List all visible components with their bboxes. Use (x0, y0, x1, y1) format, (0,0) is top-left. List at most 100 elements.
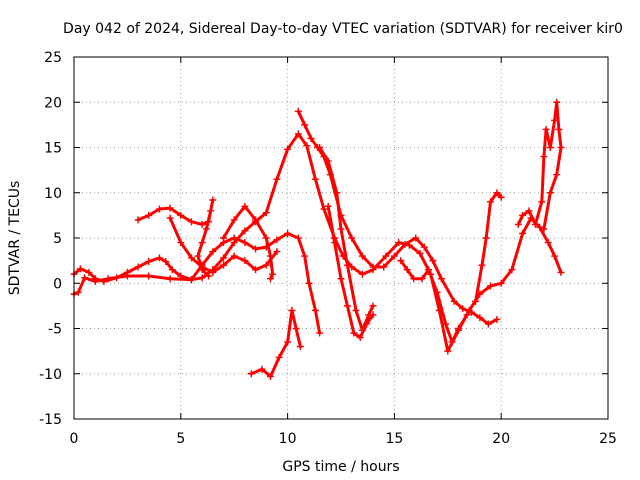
data-point (205, 272, 213, 280)
chart-title: Day 042 of 2024, Sidereal Day-to-day VTE… (63, 21, 623, 37)
data-point (273, 175, 281, 183)
data-point (412, 234, 420, 242)
data-point (337, 225, 345, 233)
data-point (301, 252, 309, 260)
data-point (519, 229, 527, 237)
data-point (123, 272, 131, 280)
y-tick-label: -5 (48, 322, 62, 338)
data-point (331, 239, 339, 247)
data-point (337, 275, 345, 283)
data-point (333, 189, 341, 197)
data-point (134, 263, 142, 271)
y-tick-labels: -15 -10 -5 0 5 10 15 20 25 (39, 50, 62, 428)
data-point (241, 257, 249, 265)
data-point (429, 257, 437, 265)
data-point (155, 254, 163, 262)
y-tick-label: 20 (44, 95, 62, 111)
data-point (395, 239, 403, 247)
data-point (198, 239, 206, 247)
data-point (288, 306, 296, 314)
data-point (145, 258, 153, 266)
data-point (397, 257, 405, 265)
data-point (343, 261, 351, 269)
data-point (187, 276, 195, 284)
data-point (91, 277, 99, 285)
data-point (320, 205, 328, 213)
grid-lines (74, 57, 608, 419)
data-point (497, 193, 505, 201)
data-point (540, 225, 548, 233)
data-point (220, 234, 228, 242)
data-point (324, 202, 332, 210)
data-point (557, 144, 565, 151)
x-tick-label: 20 (492, 431, 510, 447)
x-tick-label: 0 (70, 431, 79, 447)
data-point (525, 207, 533, 215)
data-point (444, 347, 452, 355)
data-point (369, 263, 377, 271)
data-point (296, 343, 304, 351)
data-point (81, 274, 89, 282)
data-point (187, 254, 195, 262)
data-point (252, 245, 260, 253)
data-point (555, 125, 563, 133)
data-point (487, 282, 495, 290)
data-point (352, 306, 360, 314)
data-point (450, 297, 458, 305)
data-point (478, 261, 486, 269)
y-tick-label: 0 (53, 276, 62, 292)
data-point (531, 220, 539, 228)
data-point (519, 211, 527, 219)
data-point (168, 266, 176, 274)
series-trace-6 (249, 308, 302, 378)
data-point (166, 214, 174, 222)
data-point (416, 249, 424, 257)
data-point (497, 279, 505, 287)
data-point (220, 261, 228, 269)
data-point (484, 320, 492, 328)
data-point (273, 248, 281, 256)
data-point (267, 252, 275, 260)
data-point (269, 270, 277, 278)
data-point (418, 275, 426, 283)
data-point (437, 275, 445, 283)
data-point (267, 372, 275, 380)
data-point (145, 211, 153, 219)
data-point (459, 305, 467, 313)
data-point (166, 275, 174, 283)
data-point (311, 175, 319, 183)
data-point (267, 275, 275, 283)
data-point (202, 225, 210, 233)
data-point (343, 302, 351, 310)
data-point (356, 334, 364, 342)
data-point (241, 239, 249, 247)
data-point (207, 207, 215, 215)
data-point (401, 240, 409, 248)
data-point (442, 320, 450, 328)
data-point (538, 198, 546, 206)
data-point (220, 254, 228, 262)
data-point (311, 306, 319, 314)
data-point (433, 288, 441, 296)
data-point (177, 211, 185, 219)
y-axis-label: SDTVAR / TECUs (7, 181, 23, 296)
data-point (230, 252, 238, 260)
data-point (487, 198, 495, 206)
data-point (410, 275, 418, 283)
data-point (536, 223, 544, 231)
data-point (448, 338, 456, 346)
data-point (198, 274, 206, 282)
data-point (258, 365, 266, 373)
data-point (252, 216, 260, 224)
data-point (275, 353, 283, 361)
data-point (241, 202, 249, 210)
data-point (230, 216, 238, 224)
data-point (403, 266, 411, 274)
data-point (162, 258, 170, 266)
data-point (493, 315, 501, 323)
data-point (104, 275, 112, 283)
data-point (198, 263, 206, 271)
data-point (294, 107, 302, 115)
data-point (324, 157, 332, 165)
